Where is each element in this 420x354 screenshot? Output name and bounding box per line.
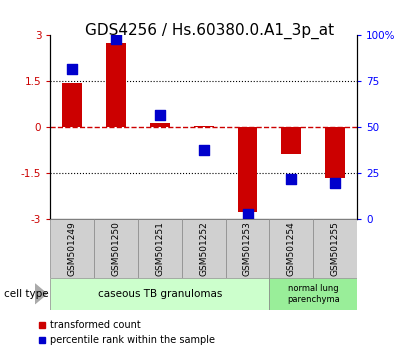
Bar [238, 127, 257, 212]
Bar [94, 219, 138, 278]
Bar [50, 219, 94, 278]
Point [244, 211, 251, 217]
Text: GSM501255: GSM501255 [331, 221, 340, 276]
Point [69, 66, 76, 72]
Point [113, 36, 119, 42]
Point [157, 112, 163, 118]
Text: GSM501253: GSM501253 [243, 221, 252, 276]
Text: GSM501251: GSM501251 [155, 221, 164, 276]
Bar [281, 127, 301, 154]
Bar [50, 278, 269, 310]
Bar [226, 219, 269, 278]
Text: cell type: cell type [4, 289, 49, 299]
Legend: transformed count, percentile rank within the sample: transformed count, percentile rank withi… [34, 316, 219, 349]
Polygon shape [35, 284, 47, 304]
Text: caseous TB granulomas: caseous TB granulomas [98, 289, 222, 299]
Bar [194, 126, 213, 127]
Bar [269, 219, 313, 278]
Bar [313, 219, 357, 278]
Bar [150, 123, 170, 127]
Text: GSM501252: GSM501252 [199, 221, 208, 276]
Bar [269, 278, 357, 310]
Text: normal lung
parenchyma: normal lung parenchyma [287, 284, 340, 303]
Bar [106, 43, 126, 127]
Bar [63, 83, 82, 127]
Text: GSM501250: GSM501250 [112, 221, 121, 276]
Bar [138, 219, 182, 278]
Text: GSM501249: GSM501249 [68, 221, 77, 276]
Bar [325, 127, 345, 178]
Text: GSM501254: GSM501254 [287, 221, 296, 276]
Text: GDS4256 / Hs.60380.0.A1_3p_at: GDS4256 / Hs.60380.0.A1_3p_at [85, 23, 335, 39]
Point [200, 147, 207, 152]
Bar [182, 219, 226, 278]
Point [332, 180, 339, 185]
Point [288, 176, 295, 182]
